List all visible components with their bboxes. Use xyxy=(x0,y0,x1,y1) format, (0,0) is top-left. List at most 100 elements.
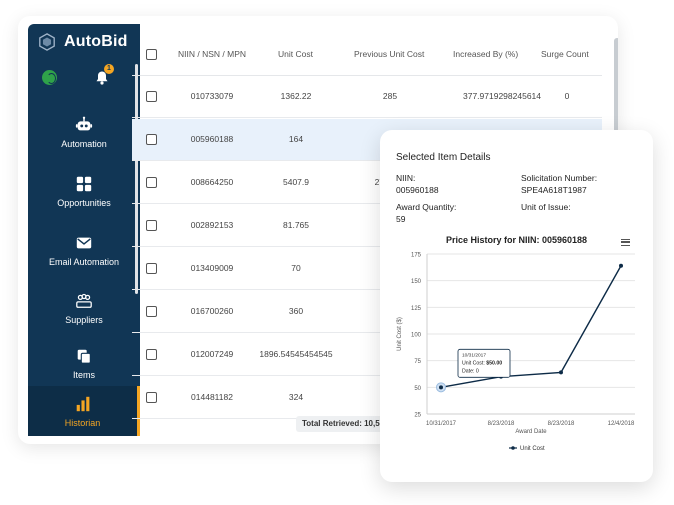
row-checkbox[interactable] xyxy=(146,349,157,360)
table-header: NIIN / NSN / MPN Unit Cost Previous Unit… xyxy=(132,32,602,76)
grid-icon xyxy=(76,176,92,191)
tooltip-date: 10/31/2017 xyxy=(462,352,486,358)
sidebar-item-label: Items xyxy=(72,369,95,380)
total-retrieved: Total Retrieved: 10,5 xyxy=(296,416,402,432)
sidebar: AutoBid 1 Automation xyxy=(28,24,140,436)
bar-chart-icon xyxy=(76,396,89,411)
data-point[interactable] xyxy=(619,263,623,268)
table-scrollbar-thumb[interactable] xyxy=(614,38,618,148)
bell-icon xyxy=(96,71,108,85)
y-tick-label: 150 xyxy=(411,279,422,285)
chart-menu-icon[interactable] xyxy=(621,239,630,246)
data-point[interactable] xyxy=(559,370,563,375)
autobid-logo-icon xyxy=(39,33,55,51)
row-checkbox[interactable] xyxy=(146,220,157,231)
previous-unit-cost-cell: 285 xyxy=(382,91,398,101)
data-point[interactable] xyxy=(439,385,443,390)
increased-by-cell: 377.9719298245614 xyxy=(463,91,541,101)
suppliers-icon xyxy=(76,293,92,308)
select-all-checkbox[interactable] xyxy=(146,49,157,60)
niin-cell: 005960188 xyxy=(190,134,234,144)
x-tick-label: 8/23/2018 xyxy=(548,421,575,427)
sidebar-top-icons: 1 xyxy=(42,64,128,88)
niin-label: NIIN: xyxy=(396,173,416,183)
sidebar-item-suppliers[interactable]: Suppliers xyxy=(28,280,140,336)
solicitation-value: SPE4A618T1987 xyxy=(521,185,587,195)
items-icon xyxy=(77,349,91,364)
selected-item-details-panel: Selected Item Details NIIN: 005960188 So… xyxy=(380,130,653,482)
unit-cost-cell: 164 xyxy=(288,134,304,144)
row-checkbox[interactable] xyxy=(146,134,157,145)
price-history-chart: 25 50 75 100 125 150 175 10/31/2017 8/23/2018 8/2… xyxy=(397,253,635,453)
row-checkbox[interactable] xyxy=(146,263,157,274)
unit-cost-cell: 1896.54545454545 xyxy=(259,349,333,359)
y-tick-label: 100 xyxy=(411,333,422,339)
y-tick-label: 25 xyxy=(414,413,421,419)
niin-cell: 012007249 xyxy=(190,349,234,359)
sidebar-item-automation[interactable]: Automation xyxy=(28,104,140,160)
column-header-niin[interactable]: NIIN / NSN / MPN xyxy=(178,49,247,59)
table-row[interactable]: 012007249 1896.54545454545 xyxy=(132,334,602,376)
sidebar-item-items[interactable]: Items xyxy=(28,335,140,391)
surge-count-cell: 0 xyxy=(564,91,570,101)
y-tick-label: 50 xyxy=(414,386,421,392)
table-row[interactable]: 013409009 70 xyxy=(132,248,602,290)
column-header-increased-by[interactable]: Increased By (%) xyxy=(453,49,519,59)
notification-badge: 1 xyxy=(104,64,114,74)
solicitation-label: Solicitation Number: xyxy=(521,173,598,183)
table-row[interactable]: 016700260 360 xyxy=(132,291,602,333)
details-title: Selected Item Details xyxy=(396,152,491,163)
unit-cost-cell: 1362.22 xyxy=(280,91,312,101)
row-checkbox[interactable] xyxy=(146,392,157,403)
legend-label[interactable]: Unit Cost xyxy=(520,446,545,452)
x-axis-label: Award Date xyxy=(515,429,547,435)
x-tick-label: 10/31/2017 xyxy=(426,421,457,427)
sidebar-item-label: Email Automation xyxy=(48,256,120,267)
unit-cost-cell: 81.765 xyxy=(283,220,309,230)
niin-value: 005960188 xyxy=(396,185,439,195)
row-checkbox[interactable] xyxy=(146,306,157,317)
table-row[interactable]: 002892153 81.765 xyxy=(132,205,602,247)
sidebar-item-historian[interactable]: Historian xyxy=(28,386,140,436)
unit-of-issue-label: Unit of Issue: xyxy=(521,202,571,212)
column-header-surge-count[interactable]: Surge Count xyxy=(541,49,589,59)
legend-marker xyxy=(511,446,515,450)
x-tick-label: 12/4/2018 xyxy=(608,421,635,427)
niin-cell: 010733079 xyxy=(190,91,234,101)
sidebar-item-label: Opportunities xyxy=(57,197,111,208)
award-quantity-value: 59 xyxy=(396,214,406,224)
y-tick-label: 75 xyxy=(414,359,421,365)
chart-title: Price History for NIIN: 005960188 xyxy=(445,235,588,245)
series-line xyxy=(440,265,622,389)
brand[interactable]: AutoBid xyxy=(38,33,128,51)
sidebar-item-label: Suppliers xyxy=(65,314,103,325)
sidebar-item-label: Automation xyxy=(61,138,107,149)
app-name: AutoBid xyxy=(64,33,128,50)
column-header-previous-unit-cost[interactable]: Previous Unit Cost xyxy=(354,49,425,59)
sidebar-item-email-automation[interactable]: Email Automation xyxy=(28,222,140,278)
y-tick-label: 125 xyxy=(411,306,422,312)
y-tick-label: 175 xyxy=(411,253,422,259)
row-checkbox[interactable] xyxy=(146,91,157,102)
notifications-button[interactable]: 1 xyxy=(94,64,114,88)
y-axis-label: Unit Cost ($) xyxy=(397,317,403,351)
niin-cell: 002892153 xyxy=(190,220,234,230)
table-row[interactable]: 010733079 1362.22 285 377.9719298245614 0 xyxy=(132,76,602,118)
niin-cell: 014481182 xyxy=(191,392,233,402)
column-header-unit-cost[interactable]: Unit Cost xyxy=(278,49,313,59)
mail-icon xyxy=(76,237,92,248)
niin-cell: 008664250 xyxy=(190,177,234,187)
sidebar-scrollbar[interactable] xyxy=(135,64,138,294)
niin-cell: 013409009 xyxy=(190,263,234,273)
award-quantity-label: Award Quantity: xyxy=(396,202,457,212)
row-checkbox[interactable] xyxy=(146,177,157,188)
tooltip-cost: Unit Cost: $50.00 xyxy=(462,360,502,366)
tooltip-date-value: Date: 0 xyxy=(462,368,479,374)
sidebar-item-opportunities[interactable]: Opportunities xyxy=(28,163,140,219)
unit-cost-cell: 324 xyxy=(288,392,304,402)
robot-icon xyxy=(75,116,93,130)
unit-cost-cell: 70 xyxy=(291,263,301,273)
unit-cost-cell: 360 xyxy=(288,306,304,316)
unit-cost-cell: 5407.9 xyxy=(283,177,309,187)
theme-toggle-icon[interactable] xyxy=(42,70,57,85)
